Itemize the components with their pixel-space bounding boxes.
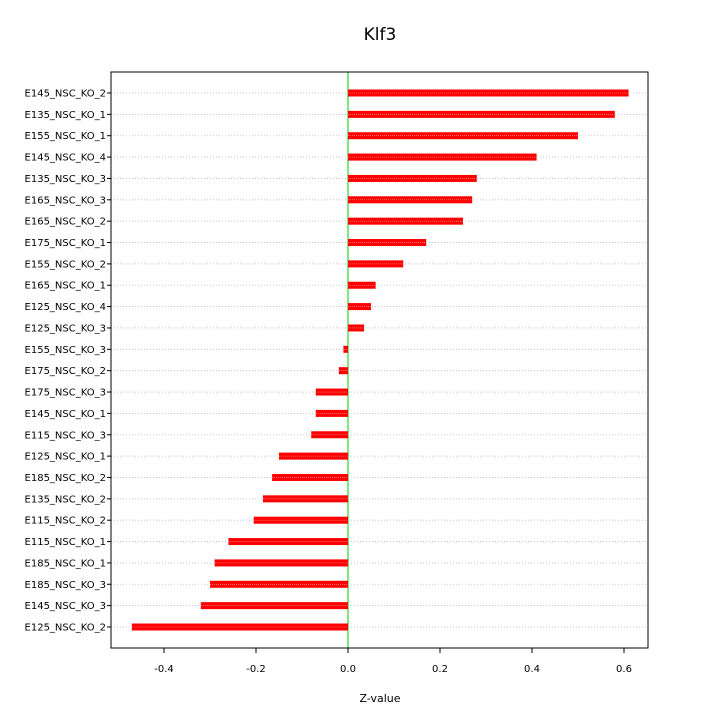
category-label: E125_NSC_KO_3 <box>25 323 106 334</box>
bar <box>348 281 376 289</box>
category-label: E175_NSC_KO_1 <box>25 238 106 249</box>
bar <box>348 303 371 311</box>
x-axis-label: Z-value <box>359 692 400 705</box>
category-label: E185_NSC_KO_2 <box>25 473 106 484</box>
chart-title: Klf3 <box>364 25 397 45</box>
x-tick-label: -0.4 <box>154 664 174 675</box>
category-label: E125_NSC_KO_4 <box>25 302 106 313</box>
category-label: E115_NSC_KO_1 <box>25 537 106 548</box>
category-label: E175_NSC_KO_3 <box>25 388 106 399</box>
category-label: E155_NSC_KO_1 <box>25 131 106 142</box>
category-label: E155_NSC_KO_2 <box>25 259 106 270</box>
category-label: E145_NSC_KO_1 <box>25 409 106 420</box>
category-label: E185_NSC_KO_3 <box>25 580 106 591</box>
x-tick-label: -0.2 <box>246 664 266 675</box>
category-label: E145_NSC_KO_4 <box>25 153 106 164</box>
category-label: E115_NSC_KO_2 <box>25 516 106 527</box>
category-label: E135_NSC_KO_2 <box>25 494 106 505</box>
x-tick-label: 0.2 <box>432 664 448 675</box>
bar <box>272 473 348 481</box>
category-label: E125_NSC_KO_1 <box>25 452 106 463</box>
category-label: E115_NSC_KO_3 <box>25 430 106 441</box>
category-label: E155_NSC_KO_3 <box>25 345 106 356</box>
bar <box>228 538 348 546</box>
bar <box>348 217 463 225</box>
category-label: E185_NSC_KO_1 <box>25 558 106 569</box>
grid-lines <box>111 92 648 628</box>
bar <box>348 110 615 118</box>
category-label: E165_NSC_KO_2 <box>25 217 106 228</box>
category-label: E135_NSC_KO_1 <box>25 110 106 121</box>
x-tick-label: 0.4 <box>524 664 540 675</box>
bar <box>253 516 348 524</box>
plot-frame <box>110 71 649 649</box>
bar <box>348 260 404 268</box>
category-label: E165_NSC_KO_1 <box>25 281 106 292</box>
category-label: E145_NSC_KO_2 <box>25 89 106 100</box>
x-tick-label: 0.0 <box>340 664 356 675</box>
category-label: E175_NSC_KO_2 <box>25 366 106 377</box>
category-label: E145_NSC_KO_3 <box>25 601 106 612</box>
bar <box>200 602 348 610</box>
category-label: E135_NSC_KO_3 <box>25 174 106 185</box>
bars <box>131 89 629 631</box>
x-tick-label: 0.6 <box>616 664 632 675</box>
category-label: E165_NSC_KO_3 <box>25 195 106 206</box>
category-label: E125_NSC_KO_2 <box>25 623 106 634</box>
x-axis-ticks: -0.4 -0.2 0.0 0.2 0.4 0.6 <box>154 648 632 675</box>
category-labels: E145_NSC_KO_2 E135_NSC_KO_1 E155_NSC_KO_1 E… <box>25 89 111 634</box>
bar <box>348 239 427 247</box>
